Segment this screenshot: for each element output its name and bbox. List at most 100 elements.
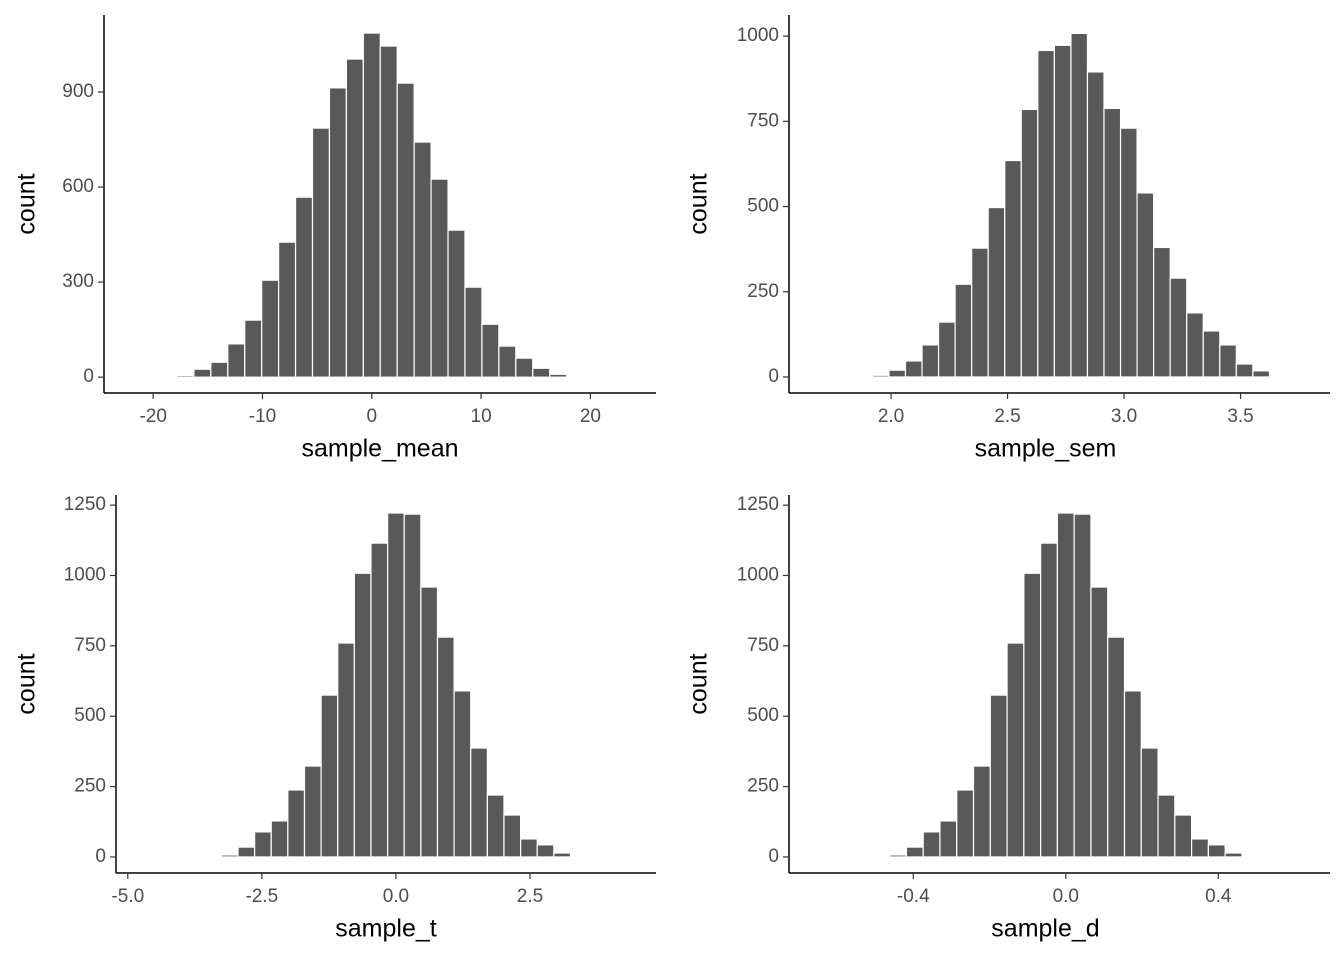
histogram-bar [1186,312,1204,378]
histogram-bar [430,178,449,378]
histogram-bar [519,838,538,858]
histogram-bar [1103,107,1122,378]
histogram-bar [464,286,483,378]
x-tick-label: 0.4 [1205,886,1232,907]
histogram-bar [1073,513,1092,858]
histogram-bar [905,846,924,858]
y-tick-label: 1250 [64,494,106,515]
histogram-bar [1090,586,1109,858]
y-tick-label: 1000 [737,565,779,586]
histogram-bar [971,247,989,378]
histogram-bar [1070,32,1089,378]
x-tick-label: -5.0 [111,886,144,907]
histogram-bar [420,586,439,858]
histogram-bar [1004,159,1022,378]
histogram-bar [254,831,272,858]
histogram-bar [1037,49,1055,378]
x-tick-label: -20 [139,406,166,427]
histogram-bar [1219,344,1237,378]
histogram-bar [503,814,522,858]
x-axis-title: sample_sem [975,435,1117,463]
histogram-bar [987,206,1006,378]
x-tick-label: 20 [580,406,601,427]
histogram-bar [1136,192,1155,378]
histogram-bar [954,283,973,378]
y-tick-label: 750 [74,635,106,656]
y-axis-title: count [13,653,41,714]
histogram-bar [287,789,306,858]
histogram-bar [345,58,364,378]
histogram-bar [210,361,229,378]
histogram-bar [294,196,314,378]
histogram-bar [387,512,405,858]
x-tick-label: 2.5 [517,886,543,907]
histogram-bar [403,513,422,858]
y-axis-title: count [13,173,41,234]
histogram-bar [353,572,372,858]
x-tick-label: 10 [471,406,492,427]
x-tick-label: -10 [249,406,276,427]
y-tick-label: 1250 [737,494,779,515]
histogram-bar [1140,747,1159,858]
histogram-bar [413,141,432,378]
histogram-bar [1119,127,1138,378]
histogram-bar [922,831,941,858]
histogram-bar [1107,636,1126,858]
histogram-bar [220,854,239,858]
y-tick-label: 0 [95,846,106,867]
y-tick-label: 500 [74,705,106,726]
histogram-bar [1086,71,1105,378]
y-tick-label: 250 [747,776,779,797]
histogram-bar [1207,844,1226,858]
histogram-bar [481,323,500,378]
histogram-bar [1202,330,1221,378]
histogram-bar [904,360,923,378]
y-axis-title: count [685,173,713,234]
histogram-bar [972,765,991,858]
x-tick-label: 2.0 [878,406,904,427]
histogram-bar [370,542,389,858]
y-tick-label: 750 [747,635,779,656]
histogram-bar [1224,852,1243,858]
y-tick-label: 750 [747,110,779,131]
histogram-bar [498,345,517,378]
histogram-bar [1191,838,1209,858]
histogram-bar [1169,277,1188,378]
y-tick-label: 250 [74,776,106,797]
x-tick-label: 3.5 [1227,406,1253,427]
histogram-bar [1252,370,1271,378]
histogram-bar [486,794,505,858]
histogram-bar [1006,642,1025,858]
y-tick-label: 600 [62,176,94,197]
histogram-bar [447,229,466,378]
histogram-bar [1056,512,1075,858]
histogram-bar [1040,542,1059,858]
x-axis-title: sample_d [991,915,1099,943]
x-tick-label: 0 [367,406,378,427]
y-tick-label: 500 [747,705,779,726]
histogram-bar [320,694,339,858]
histogram-bar [871,374,890,378]
histogram-bar [227,343,246,378]
y-tick-label: 0 [83,366,94,387]
histogram-bar [261,279,280,378]
x-tick-label: 3.0 [1111,406,1137,427]
histogram-bar [956,789,975,858]
histogram-bar [470,747,488,858]
y-axis-title: count [685,653,713,714]
y-tick-label: 300 [62,271,94,292]
histogram-bar [921,344,940,378]
y-tick-label: 900 [62,81,94,102]
histogram-bar [532,367,551,378]
histogram-bar [237,846,256,858]
histogram-bar [1235,363,1254,378]
x-tick-label: -0.4 [897,886,930,907]
histogram-bar [453,690,472,858]
x-tick-label: -2.5 [245,886,278,907]
histogram-bar [193,368,212,378]
histogram-bar [889,854,908,858]
histogram-bar [989,694,1008,858]
histogram-bar [244,319,263,378]
